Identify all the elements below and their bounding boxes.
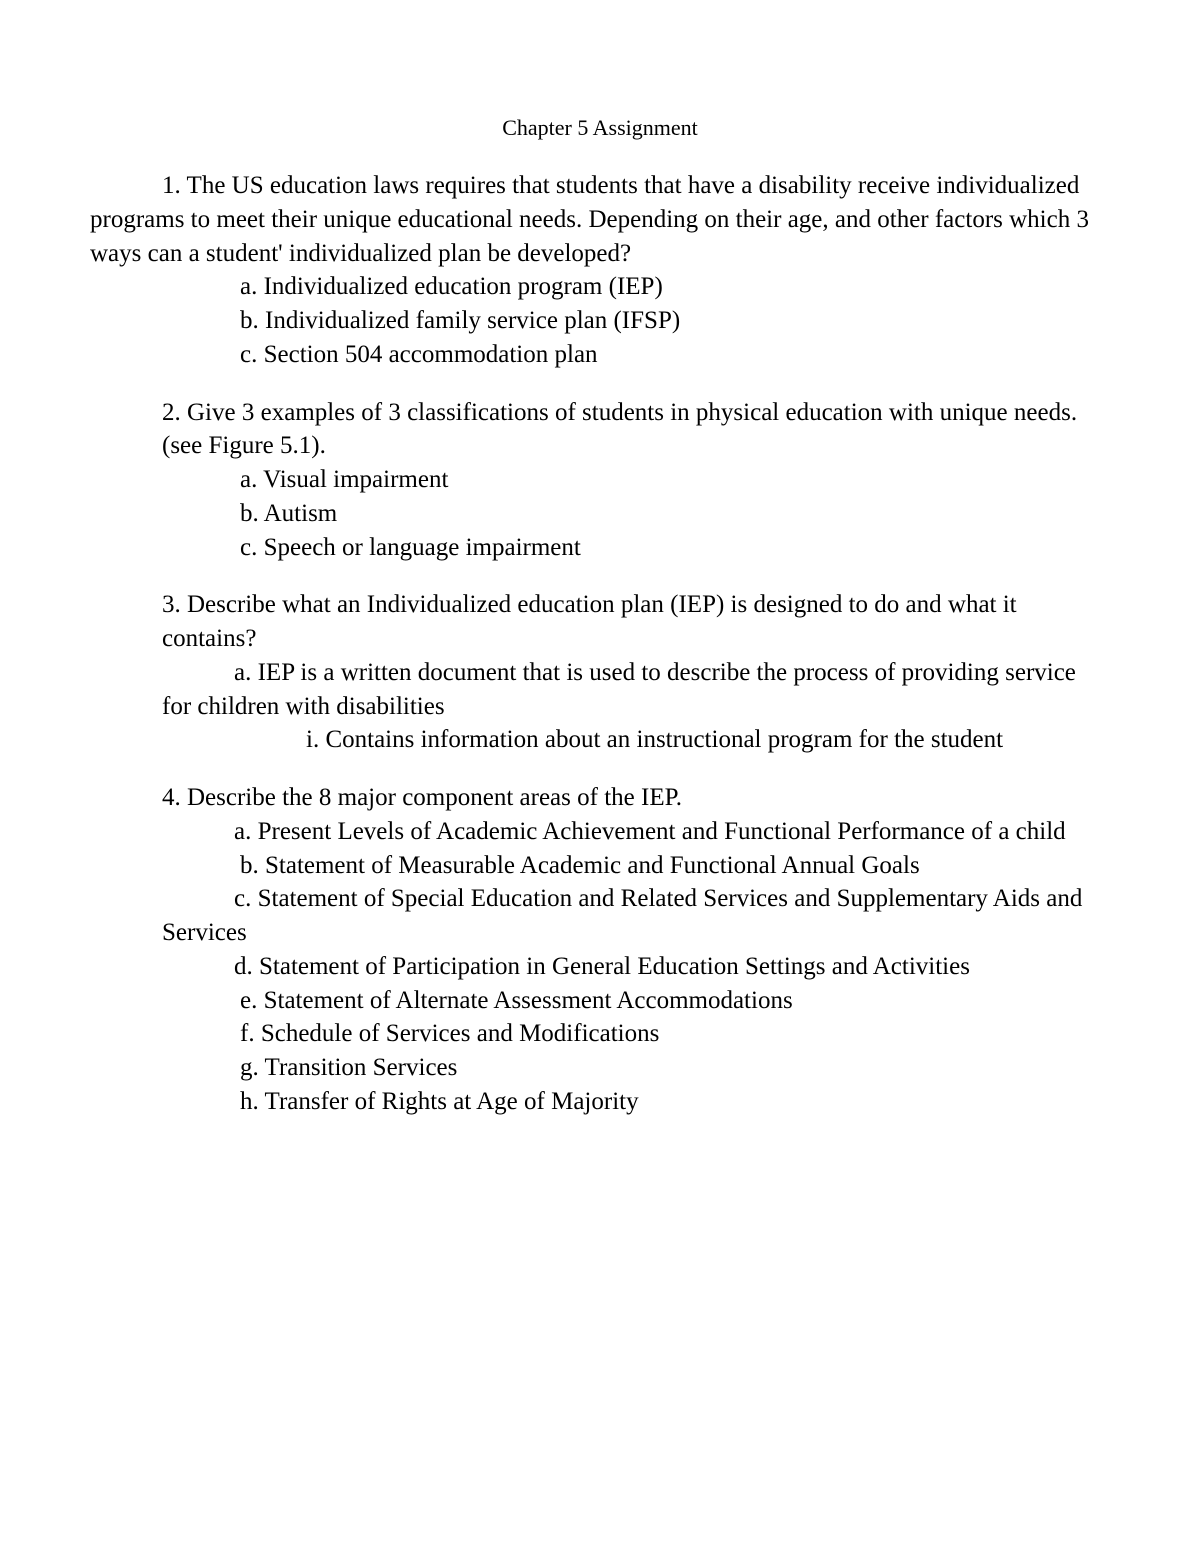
document-body: 1. The US education laws requires that s…: [90, 169, 1110, 1119]
question-2-answer-b: b. Autism: [90, 497, 1110, 531]
question-3-answer-i: i. Contains information about an instruc…: [90, 723, 1110, 757]
question-2-answer-a: a. Visual impairment: [90, 463, 1110, 497]
question-3-answer-a: a. IEP is a written document that is use…: [90, 656, 1110, 724]
question-4: 4. Describe the 8 major component areas …: [90, 781, 1110, 1119]
question-4-answer-c: c. Statement of Special Education and Re…: [90, 882, 1110, 950]
question-2-text: 2. Give 3 examples of 3 classifications …: [90, 396, 1110, 464]
question-1: 1. The US education laws requires that s…: [90, 169, 1110, 372]
question-1-answer-c: c. Section 504 accommodation plan: [90, 338, 1110, 372]
document-title: Chapter 5 Assignment: [90, 115, 1110, 141]
question-4-answer-d: d. Statement of Participation in General…: [90, 950, 1110, 984]
question-3: 3. Describe what an Individualized educa…: [90, 588, 1110, 757]
question-1-answer-a: a. Individualized education program (IEP…: [90, 270, 1110, 304]
question-2: 2. Give 3 examples of 3 classifications …: [90, 396, 1110, 565]
question-2-answer-c: c. Speech or language impairment: [90, 531, 1110, 565]
question-4-answer-b: b. Statement of Measurable Academic and …: [90, 849, 1110, 883]
question-4-answer-f: f. Schedule of Services and Modification…: [90, 1017, 1110, 1051]
question-4-answer-g: g. Transition Services: [90, 1051, 1110, 1085]
question-4-answer-h: h. Transfer of Rights at Age of Majority: [90, 1085, 1110, 1119]
question-3-text: 3. Describe what an Individualized educa…: [90, 588, 1110, 656]
question-1-answer-b: b. Individualized family service plan (I…: [90, 304, 1110, 338]
question-4-answer-e: e. Statement of Alternate Assessment Acc…: [90, 984, 1110, 1018]
question-4-answer-a: a. Present Levels of Academic Achievemen…: [90, 815, 1110, 849]
question-4-text: 4. Describe the 8 major component areas …: [90, 781, 1110, 815]
question-1-text: 1. The US education laws requires that s…: [90, 169, 1110, 270]
